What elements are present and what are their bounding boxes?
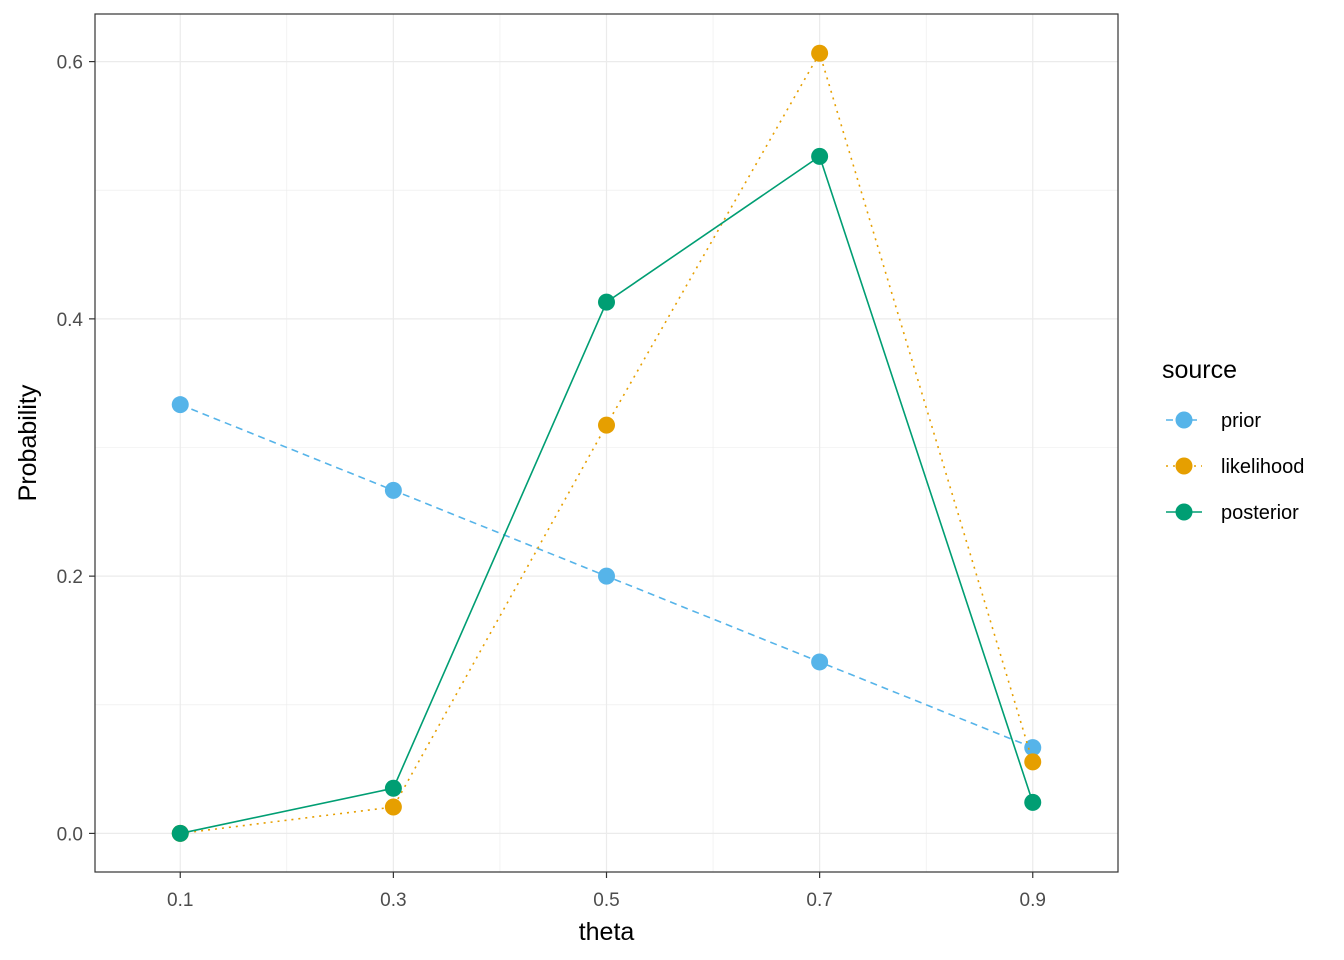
y-axis: 0.0 0.2 0.4 0.6: [57, 53, 95, 845]
y-tick-label: 0.6: [57, 53, 83, 74]
x-tick-label: 0.7: [806, 890, 832, 911]
likelihood-point: [811, 44, 829, 62]
y-tick-label: 0.4: [57, 310, 84, 331]
series-prior: [171, 396, 1042, 757]
series-layer: [171, 44, 1042, 842]
posterior-point: [384, 779, 402, 797]
legend-item-likelihood: likelihood: [1166, 456, 1304, 478]
x-axis-title: theta: [579, 918, 635, 946]
prior-point: [171, 396, 189, 414]
legend-label: likelihood: [1221, 456, 1304, 478]
prior-point: [811, 653, 829, 671]
y-tick-label: 0.2: [57, 567, 83, 588]
prior-point: [598, 567, 615, 585]
legend-title: source: [1162, 356, 1237, 384]
legend-key-point: [1175, 457, 1193, 475]
posterior-point: [598, 293, 615, 311]
gridlines: [95, 14, 1118, 872]
posterior-point: [171, 824, 189, 842]
legend-label: prior: [1221, 410, 1261, 432]
prior-point: [1024, 739, 1042, 757]
legend-label: posterior: [1221, 502, 1299, 524]
x-tick-label: 0.3: [380, 890, 406, 911]
y-axis-title: Probability: [14, 384, 42, 501]
posterior-point: [811, 147, 829, 165]
y-tick-label: 0.0: [57, 824, 83, 845]
x-tick-label: 0.1: [167, 890, 193, 911]
series-posterior: [171, 147, 1042, 842]
likelihood-point: [598, 416, 615, 434]
legend: source prior likelihood posterior: [1162, 356, 1304, 524]
plot-panel: [94, 13, 1119, 873]
legend-item-posterior: posterior: [1166, 502, 1299, 524]
legend-item-prior: prior: [1166, 410, 1261, 432]
legend-key-point: [1175, 503, 1193, 521]
x-tick-label: 0.5: [593, 890, 619, 911]
posterior-point: [1024, 793, 1042, 811]
legend-items: prior likelihood posterior: [1166, 410, 1304, 524]
x-tick-label: 0.9: [1020, 890, 1046, 911]
x-axis: 0.1 0.3 0.5 0.7 0.9: [167, 872, 1046, 911]
legend-key-point: [1175, 411, 1193, 429]
prior-point: [384, 481, 402, 499]
likelihood-point: [1024, 753, 1042, 771]
likelihood-point: [384, 798, 402, 816]
